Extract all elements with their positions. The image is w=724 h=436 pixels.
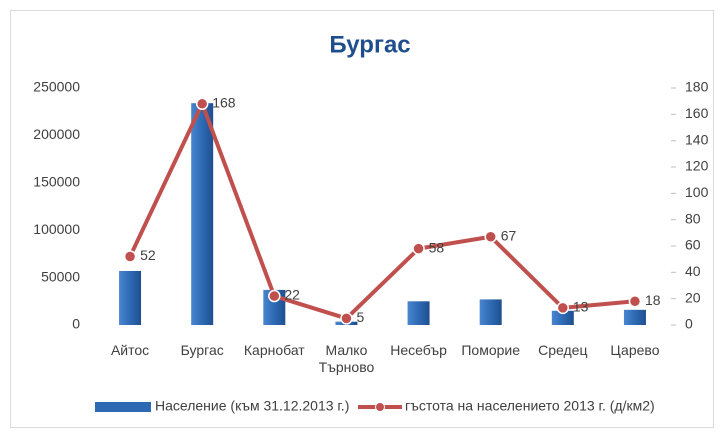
x-tick-label: Несебър <box>390 342 447 358</box>
data-label: 22 <box>284 287 300 303</box>
line-marker <box>556 301 570 315</box>
data-label: 168 <box>212 95 236 111</box>
line-marker <box>268 289 281 303</box>
y2-tick-label: 40 <box>685 263 701 279</box>
y-tick-label: 250000 <box>33 79 80 95</box>
x-tick-label: Средец <box>538 342 588 358</box>
line-marker <box>628 295 642 308</box>
x-tick-label: Малко Търново <box>318 342 375 375</box>
x-tick-label: Карнобат <box>243 342 305 358</box>
line <box>128 101 636 321</box>
line-marker <box>412 242 425 255</box>
data-label: 18 <box>645 292 661 308</box>
line-marker <box>340 312 353 325</box>
legend-label: гъстота на населението 2013 г. (д/км2) <box>405 398 655 414</box>
x-tick-label: Бургас <box>180 342 224 358</box>
x-tick-label: Айтос <box>110 342 150 358</box>
y2-tick-label: 160 <box>685 105 709 121</box>
y-tick-label: 100000 <box>33 221 80 237</box>
y2-tick-label: 120 <box>685 158 709 174</box>
data-label: 58 <box>429 239 445 255</box>
y2-tick-label: 20 <box>685 289 701 305</box>
bar <box>407 301 430 325</box>
data-label: 52 <box>140 247 156 263</box>
chart-border <box>10 10 714 428</box>
y-tick-label: 150000 <box>33 174 80 190</box>
y2-tick-label: 140 <box>685 131 709 147</box>
y2-tick-label: 60 <box>685 237 701 253</box>
bar <box>551 310 574 325</box>
line-marker <box>195 97 209 111</box>
y2-tick-label: 180 <box>685 79 709 95</box>
x-tick-label: Поморие <box>461 342 521 358</box>
bar <box>191 103 214 325</box>
bar <box>623 309 646 325</box>
line-marker <box>484 230 497 244</box>
x-tick-label: Царево <box>610 342 660 358</box>
data-label: 13 <box>573 299 589 315</box>
legend-swatch <box>95 402 151 412</box>
bar <box>119 270 142 325</box>
line-marker <box>123 250 137 263</box>
data-label: 5 <box>356 309 364 325</box>
legend-marker <box>375 402 385 412</box>
legend-label: Население (към 31.12.2013 г.) <box>155 398 349 414</box>
y2-tick-label: 0 <box>685 316 693 332</box>
data-label: 67 <box>501 227 517 243</box>
chart-title: Бургас <box>329 31 410 58</box>
y-tick-label: 200000 <box>33 126 80 142</box>
bar <box>479 299 502 325</box>
y-tick-label: 50000 <box>41 268 80 284</box>
y2-tick-label: 80 <box>685 210 701 226</box>
y-tick-label: 0 <box>72 316 80 332</box>
y2-tick-label: 100 <box>685 184 709 200</box>
